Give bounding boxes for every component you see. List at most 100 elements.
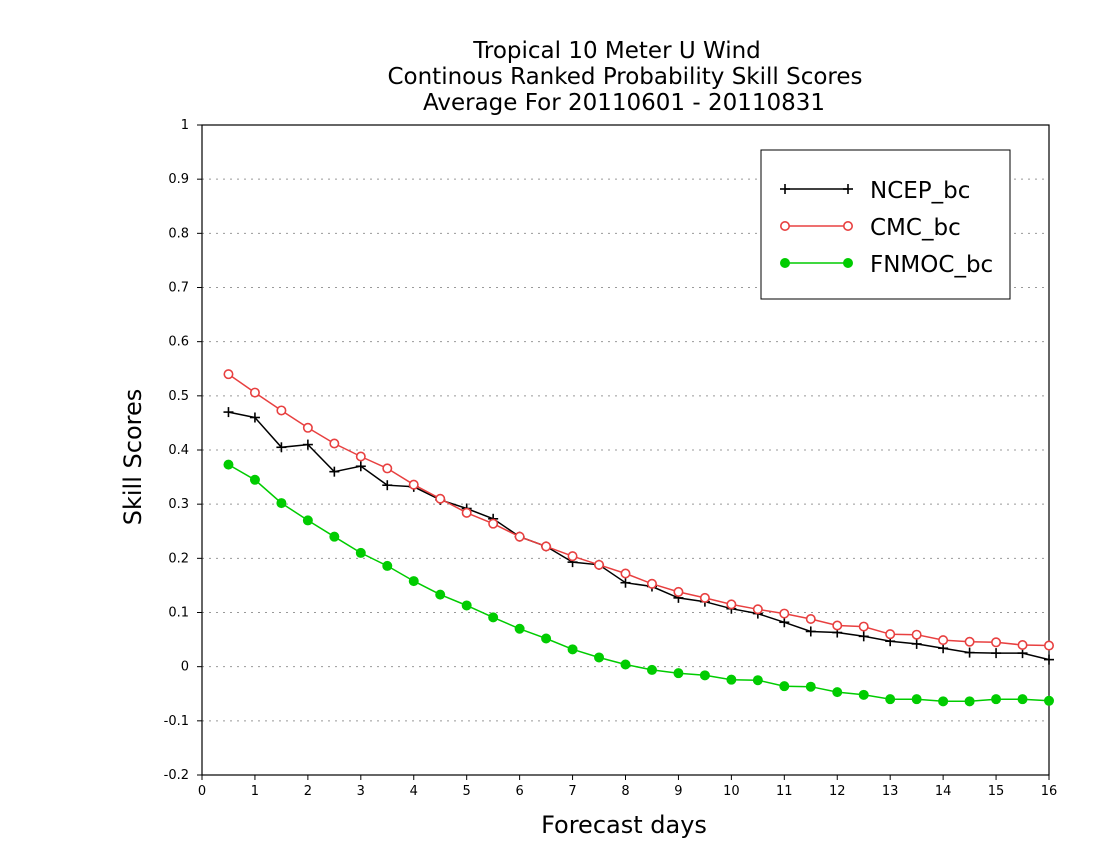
x-tick-label: 14 bbox=[935, 784, 952, 799]
y-tick-label: 1 bbox=[181, 118, 189, 133]
data-point-fnmoc-bc bbox=[1017, 694, 1028, 705]
data-series bbox=[223, 369, 1055, 707]
legend-label-ncep-bc: NCEP_bc bbox=[870, 178, 970, 204]
x-tick-label: 2 bbox=[304, 784, 312, 799]
title-line-3: Average For 20110601 - 20110831 bbox=[423, 90, 825, 116]
data-point-cmc-bc bbox=[249, 387, 260, 398]
y-gridlines bbox=[202, 178, 1049, 722]
data-point-cmc-bc bbox=[382, 463, 393, 474]
y-tick-label: -0.1 bbox=[164, 714, 189, 729]
data-point-cmc-bc bbox=[1044, 640, 1055, 651]
data-point-cmc-bc bbox=[726, 599, 737, 610]
y-axis-ticks: -0.2 -0.1 0 0.1 0.2 0.3 0.4 0.5 0.6 0.7 0.8 0.9 1 bbox=[164, 118, 202, 783]
data-point-cmc-bc bbox=[938, 635, 949, 646]
data-point-fnmoc-bc bbox=[699, 670, 710, 681]
data-point-ncep-bc bbox=[355, 461, 366, 472]
data-point-ncep-bc bbox=[382, 480, 393, 491]
data-point-cmc-bc bbox=[594, 559, 605, 570]
chart-title: Tropical 10 Meter U Wind Continous Ranke… bbox=[387, 38, 862, 116]
x-tick-label: 15 bbox=[988, 784, 1005, 799]
x-tick-label: 16 bbox=[1041, 784, 1058, 799]
data-point-cmc-bc bbox=[646, 578, 657, 589]
data-point-fnmoc-bc bbox=[302, 515, 313, 526]
data-point-fnmoc-bc bbox=[805, 681, 816, 692]
data-point-fnmoc-bc bbox=[276, 498, 287, 509]
data-point-cmc-bc bbox=[699, 592, 710, 603]
data-point-fnmoc-bc bbox=[832, 687, 843, 698]
data-point-fnmoc-bc bbox=[461, 600, 472, 611]
data-point-fnmoc-bc bbox=[1044, 695, 1054, 706]
data-point-ncep-bc bbox=[223, 407, 234, 418]
data-point-fnmoc-bc bbox=[779, 681, 790, 692]
x-tick-label: 7 bbox=[568, 784, 576, 799]
x-tick-label: 11 bbox=[776, 784, 793, 799]
legend-marker-fnmoc-bc bbox=[780, 258, 790, 268]
data-point-fnmoc-bc bbox=[911, 694, 922, 705]
data-point-cmc-bc bbox=[832, 620, 843, 631]
data-point-fnmoc-bc bbox=[858, 689, 869, 700]
y-tick-label: 0.7 bbox=[168, 281, 189, 296]
data-point-fnmoc-bc bbox=[673, 668, 684, 679]
data-point-cmc-bc bbox=[408, 479, 419, 490]
data-point-ncep-bc bbox=[329, 466, 340, 477]
data-point-cmc-bc bbox=[355, 451, 366, 462]
legend-marker-cmc-bc bbox=[779, 221, 790, 232]
data-point-ncep-bc bbox=[276, 442, 287, 453]
x-tick-label: 12 bbox=[829, 784, 846, 799]
x-tick-label: 4 bbox=[410, 784, 418, 799]
y-tick-label: 0.8 bbox=[168, 226, 189, 241]
data-point-cmc-bc bbox=[461, 507, 472, 518]
y-tick-label: 0.5 bbox=[168, 389, 189, 404]
data-point-cmc-bc bbox=[488, 518, 499, 529]
data-point-fnmoc-bc bbox=[329, 531, 340, 542]
y-tick-label: 0.6 bbox=[168, 335, 189, 350]
x-tick-label: 5 bbox=[463, 784, 471, 799]
x-axis-label: Forecast days bbox=[541, 811, 707, 839]
y-tick-label: 0.9 bbox=[168, 172, 189, 187]
data-point-cmc-bc bbox=[541, 541, 552, 552]
y-tick-label: 0 bbox=[181, 660, 189, 675]
data-point-cmc-bc bbox=[911, 629, 922, 640]
series-line-fnmoc-bc bbox=[228, 463, 1050, 703]
series-line-ncep-bc bbox=[228, 411, 1050, 661]
data-point-ncep-bc bbox=[779, 617, 790, 628]
data-point-fnmoc-bc bbox=[567, 644, 578, 655]
legend-marker-fnmoc-bc bbox=[843, 258, 853, 268]
legend-entry-cmc-bc: CMC_bc bbox=[779, 215, 961, 241]
data-point-fnmoc-bc bbox=[964, 696, 975, 707]
data-point-fnmoc-bc bbox=[726, 674, 737, 685]
y-tick-label: 0.2 bbox=[168, 551, 189, 566]
data-point-fnmoc-bc bbox=[594, 652, 605, 663]
y-tick-label: -0.2 bbox=[164, 768, 189, 783]
data-point-cmc-bc bbox=[567, 551, 578, 562]
data-point-fnmoc-bc bbox=[223, 459, 234, 470]
data-point-fnmoc-bc bbox=[435, 589, 446, 600]
data-point-fnmoc-bc bbox=[752, 675, 763, 686]
data-point-fnmoc-bc bbox=[620, 659, 631, 670]
data-point-fnmoc-bc bbox=[382, 560, 393, 571]
data-point-cmc-bc bbox=[805, 613, 816, 624]
y-tick-label: 0.4 bbox=[168, 443, 189, 458]
x-tick-label: 8 bbox=[621, 784, 629, 799]
data-point-cmc-bc bbox=[435, 493, 446, 504]
data-point-cmc-bc bbox=[964, 636, 975, 647]
series-line-cmc-bc bbox=[228, 373, 1050, 647]
data-point-fnmoc-bc bbox=[514, 623, 525, 634]
y-tick-label: 0.1 bbox=[168, 606, 189, 621]
title-line-1: Tropical 10 Meter U Wind bbox=[472, 38, 761, 64]
data-point-cmc-bc bbox=[991, 637, 1002, 648]
data-point-fnmoc-bc bbox=[355, 547, 366, 558]
data-point-fnmoc-bc bbox=[408, 576, 419, 587]
x-tick-label: 13 bbox=[882, 784, 899, 799]
data-point-ncep-bc bbox=[964, 647, 975, 658]
data-point-ncep-bc bbox=[991, 648, 1002, 659]
legend-entry-fnmoc-bc: FNMOC_bc bbox=[780, 252, 993, 278]
legend-entry-ncep-bc: NCEP_bc bbox=[780, 178, 970, 204]
y-axis-label: Skill Scores bbox=[119, 389, 147, 526]
x-tick-label: 0 bbox=[198, 784, 206, 799]
data-point-ncep-bc bbox=[805, 626, 816, 637]
data-point-cmc-bc bbox=[276, 405, 287, 416]
series-fnmoc-bc bbox=[223, 459, 1054, 707]
legend: NCEP_bc CMC_bc FNMOC_bc bbox=[760, 149, 1011, 300]
